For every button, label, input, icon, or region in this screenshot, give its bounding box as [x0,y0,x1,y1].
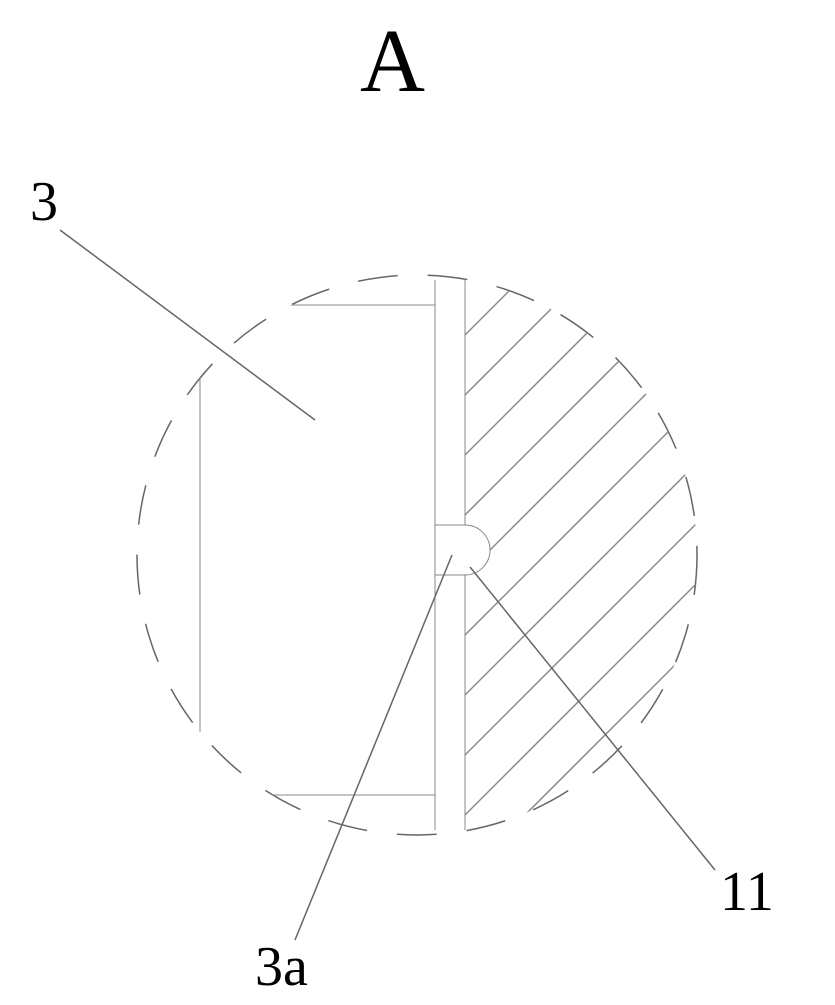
leader-3a [295,555,452,940]
detail-circle [137,275,697,835]
callout-11: 11 [720,860,774,924]
diagram-svg [0,0,835,1000]
leader-3 [60,230,315,420]
hatch-group [380,0,800,1000]
title-label: A [360,10,425,113]
bump-arc [465,525,490,575]
callout-3a: 3a [255,935,308,999]
technical-diagram: A 3 3a 11 [0,0,835,1000]
clipped-content [200,0,800,1000]
callout-3: 3 [30,170,58,234]
left-rect [200,305,435,795]
leader-11 [470,567,715,870]
